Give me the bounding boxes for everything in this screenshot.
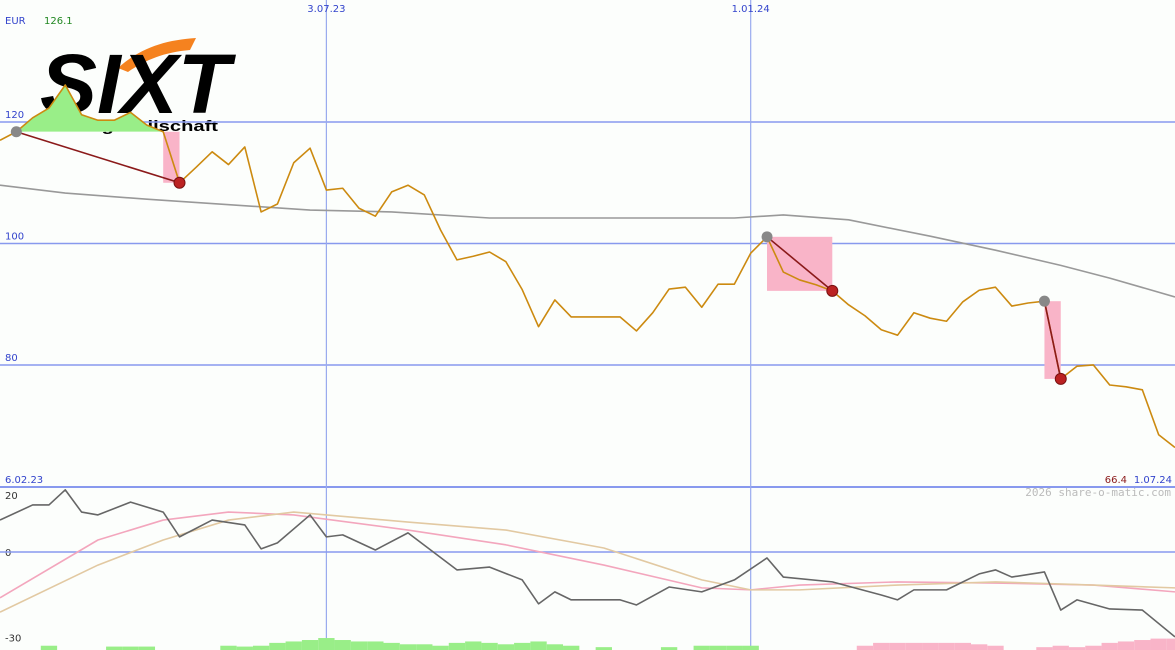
histogram-bar [1036,647,1053,650]
histogram-bar [1052,645,1069,650]
signal-end [826,284,839,297]
histogram-bar [318,638,335,650]
histogram-bar [922,642,939,650]
series-line [0,84,1175,449]
histogram-bar [383,642,400,650]
histogram-bar [138,646,156,650]
histogram-bar [595,647,612,650]
histogram-bar [1166,638,1175,650]
series-line [0,184,1175,298]
histogram-bar [693,645,710,650]
histogram-bar [1134,640,1151,650]
histogram-bar [1085,645,1102,650]
y-tick-label: -30 [5,633,21,644]
histogram-bar [350,641,368,650]
y-tick-label: 100 [5,232,24,243]
signal-line [1043,301,1062,380]
x-tick-label: 3.07.23 [307,4,345,15]
histogram-bar [252,645,270,650]
histogram-bar [220,645,237,650]
histogram-bar [432,645,449,650]
histogram-bar [954,642,972,650]
series-line [0,489,1175,638]
histogram-bar [905,642,923,650]
y-tick-label: 120 [5,110,24,121]
y-tick-label: 0 [5,548,11,559]
histogram-bar [563,645,580,650]
x-tick-label: 1.01.24 [732,4,770,15]
histogram-bar [448,642,466,650]
histogram-bar [709,645,727,650]
histogram-bar [856,645,874,650]
histogram-bar [465,641,482,650]
signal-start [10,126,22,138]
x-tick-label: 1.07.24 [1134,475,1172,486]
histogram-bar [530,641,547,650]
histogram-bar [514,642,531,650]
histogram-bar [236,646,253,650]
histogram-bar [481,642,498,650]
histogram-bar [889,642,906,650]
histogram-bar [742,645,759,650]
signal-line [766,236,833,292]
signal-start [761,231,773,243]
histogram-bar [497,644,515,650]
histogram-bar [546,644,564,650]
signal-line [16,131,180,184]
histogram-bar [122,646,139,650]
gain-area [16,85,164,132]
histogram-bar [938,642,955,650]
histogram-bar [1068,647,1086,650]
histogram-bar [873,642,890,650]
histogram-bar [269,642,286,650]
signal-start [1038,295,1050,307]
histogram-bar [1101,642,1118,650]
histogram-bar [40,645,58,650]
min-label: 66.4 [1105,475,1127,486]
histogram-bar [1150,638,1167,650]
logo-swoosh [118,38,196,72]
histogram-bar [1117,641,1135,650]
histogram-bar [285,641,302,650]
histogram-bar [301,640,319,650]
histogram-bar [971,644,988,650]
histogram-bar [106,646,123,650]
histogram-bar [660,647,678,650]
histogram-bar [334,640,351,650]
histogram-bar [367,641,384,650]
signal-end [173,176,186,189]
watermark: 2026 share-o-matic.com [1025,486,1171,499]
y-tick-label: 80 [5,353,18,364]
histogram-bar [399,644,417,650]
max-label: 126.1 [44,16,73,27]
histogram-bar [726,645,743,650]
currency-label: EUR [5,16,26,27]
y-tick-label: 20 [5,491,18,502]
histogram-bar [987,645,1004,650]
histogram-bar [416,644,433,650]
signal-end [1054,372,1067,385]
x-tick-label: 6.02.23 [5,475,43,486]
